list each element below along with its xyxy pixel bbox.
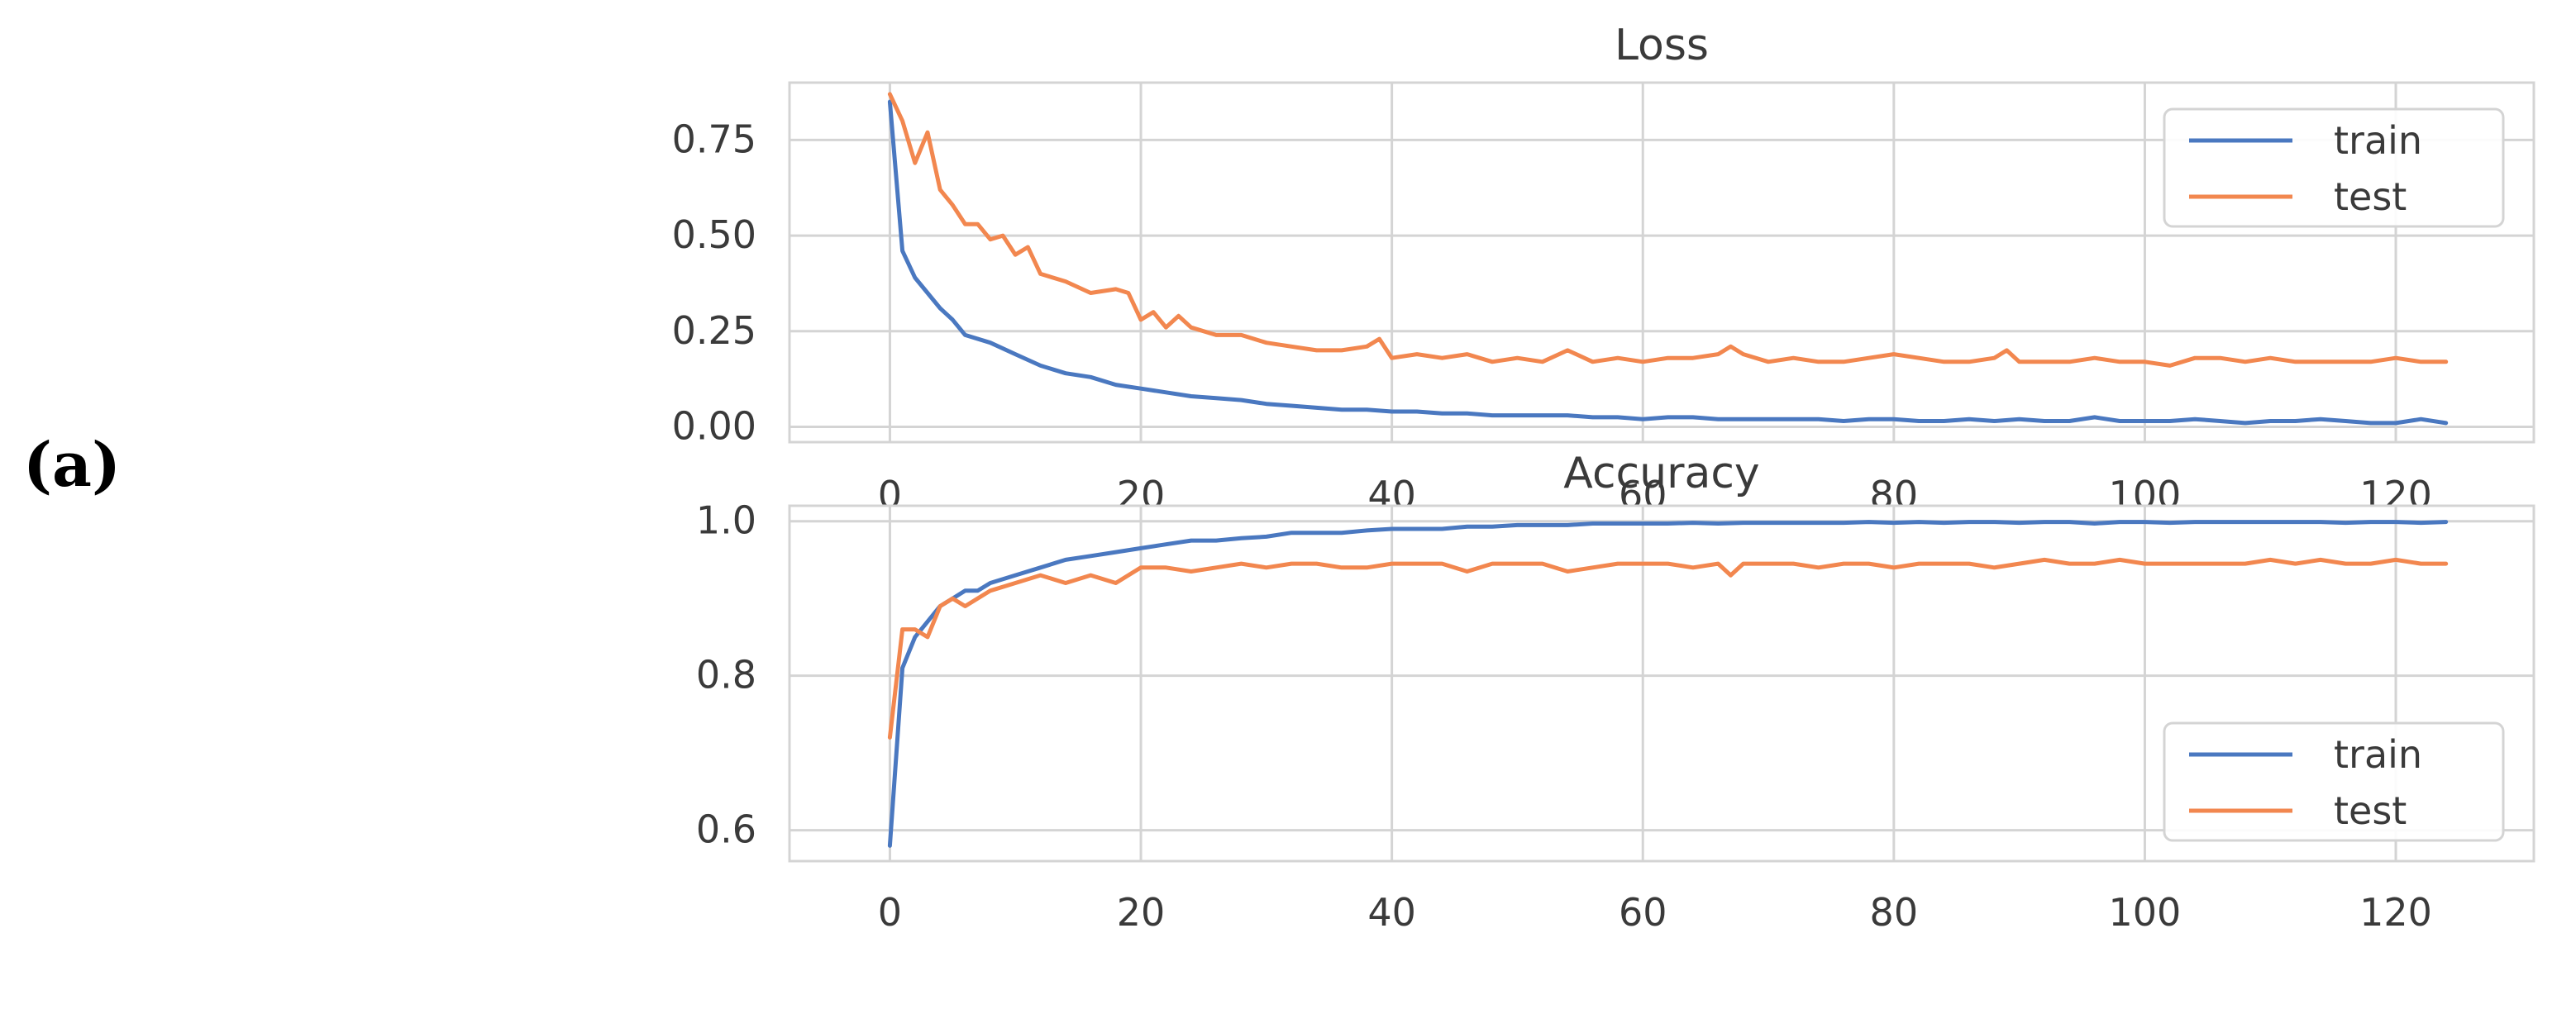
legend: train test: [2163, 107, 2505, 228]
y-tick-label: 0.75: [672, 117, 756, 161]
x-tick-label: 80: [1870, 890, 1919, 935]
y-tick-label: 0.00: [672, 403, 756, 448]
panel-label: (a): [23, 430, 121, 501]
y-tick-label: 0.25: [672, 308, 756, 353]
chart-loss: 0.000.250.500.750 20 40 60 80 100 120Losstrain…: [672, 21, 2535, 517]
x-tick-label: 0: [878, 890, 902, 935]
chart-title: Loss: [1615, 21, 1709, 70]
legend-label-train: train: [2334, 732, 2422, 777]
legend-label-train: train: [2334, 118, 2422, 163]
x-tick-label: 40: [1367, 890, 1416, 935]
x-tick-label: 100: [2109, 890, 2182, 935]
x-tick-label: 120: [2359, 890, 2432, 935]
chart-title: Accuracy: [1563, 449, 1759, 498]
legend-label-test: test: [2334, 174, 2407, 219]
series-line-test: [887, 557, 2449, 740]
series-line-train: [887, 520, 2449, 848]
y-tick-label: 0.50: [672, 212, 756, 257]
legend-label-test: test: [2334, 788, 2407, 833]
x-tick-label: 20: [1117, 890, 1166, 935]
x-tick-label: 60: [1619, 890, 1667, 935]
y-tick-label: 0.6: [696, 807, 756, 852]
y-tick-label: 0.8: [696, 653, 756, 697]
series-line-test: [887, 92, 2449, 368]
series-line-train: [887, 99, 2449, 426]
legend: train test: [2163, 721, 2505, 842]
y-tick-label: 1.0: [696, 498, 756, 543]
chart-accuracy: 0.6 0.8 1.0 0 20 40 60 80 100 120 Accuracy train tes…: [696, 449, 2535, 935]
